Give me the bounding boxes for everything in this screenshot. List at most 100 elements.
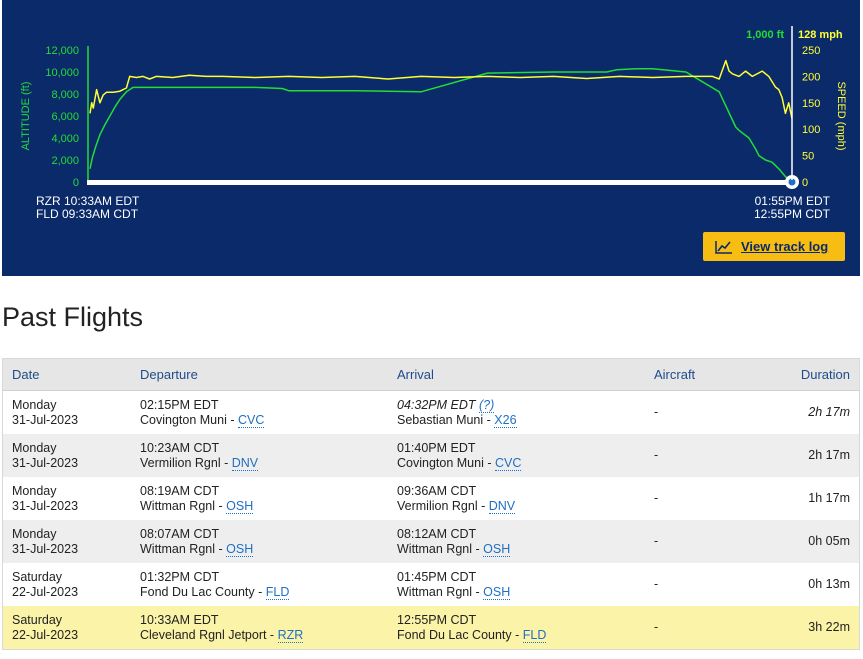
date-cell: Saturday 22-Jul-2023	[2, 606, 131, 650]
arrival-airport: Wittman Rgnl -	[397, 541, 484, 556]
departure-airport: Vermilion Rgnl -	[140, 455, 232, 470]
altitude-tick-label: 0	[73, 177, 79, 189]
arrival-cell: 09:36AM CDT Vermilion Rgnl - DNV	[388, 477, 645, 520]
altitude-tick-label: 10,000	[45, 67, 79, 79]
day-text: Monday	[12, 526, 57, 541]
duration-cell: 2h 17m	[774, 434, 860, 477]
chart-line-icon	[715, 240, 732, 254]
speed-tick-label: 0	[802, 177, 808, 189]
departure-time: 08:07AM CDT	[140, 526, 220, 541]
arrival-code-link[interactable]: DNV	[488, 498, 516, 514]
end-time-line2: 12:55PM CDT	[753, 207, 830, 221]
start-time-line2: FLD 09:33AM CDT	[36, 207, 139, 221]
departure-code-link[interactable]: OSH	[226, 498, 254, 514]
end-time-line1: 01:55PM EDT	[754, 194, 830, 208]
speed-tick-label: 150	[802, 98, 820, 110]
view-track-log-button[interactable]: View track log	[703, 232, 845, 261]
altitude-tick-label: 6,000	[51, 111, 79, 123]
duration-cell: 1h 17m	[774, 477, 860, 520]
arrival-cell: 01:40PM EDT Covington Muni - CVC	[388, 434, 645, 477]
aircraft-cell: -	[645, 606, 774, 650]
arrival-code-link[interactable]: CVC	[494, 455, 522, 471]
header-departure[interactable]: Departure	[131, 358, 388, 391]
departure-cell: 10:23AM CDT Vermilion Rgnl - DNV	[131, 434, 388, 477]
departure-time: 01:32PM CDT	[140, 569, 220, 584]
altitude-tick-label: 12,000	[45, 45, 79, 57]
past-flights-table: Date Departure Arrival Aircraft Duration…	[2, 358, 860, 650]
table-header-row: Date Departure Arrival Aircraft Duration	[2, 358, 860, 391]
departure-airport: Wittman Rgnl -	[140, 541, 227, 556]
departure-code-link[interactable]: DNV	[231, 455, 259, 471]
arrival-time: 08:12AM CDT	[397, 526, 477, 541]
date-text: 31-Jul-2023	[12, 498, 79, 513]
arrival-code-link[interactable]: FLD	[522, 627, 547, 643]
day-text: Saturday	[12, 612, 63, 627]
speed-tick-label: 250	[802, 45, 820, 57]
speed-axis-title: SPEED (mph)	[835, 81, 847, 150]
departure-cell: 08:19AM CDT Wittman Rgnl - OSH	[131, 477, 388, 520]
date-cell: Monday 31-Jul-2023	[2, 477, 131, 520]
table-row[interactable]: Monday 31-Jul-2023 08:19AM CDT Wittman Rgnl…	[2, 477, 860, 520]
aircraft-cell: -	[645, 520, 774, 563]
arrival-code-link[interactable]: X26	[494, 412, 517, 428]
arrival-airport: Vermilion Rgnl -	[397, 498, 489, 513]
departure-cell: 08:07AM CDT Wittman Rgnl - OSH	[131, 520, 388, 563]
date-cell: Saturday 22-Jul-2023	[2, 563, 131, 606]
departure-code-link[interactable]: RZR	[277, 627, 304, 643]
altitude-axis: 12,000 10,000 8,000 6,000 4,000 2,000 0 ALTITUD…	[20, 45, 89, 189]
date-text: 31-Jul-2023	[12, 412, 79, 427]
start-time-label: RZR 10:33AM EDT FLD 09:33AM CDT	[36, 195, 139, 221]
table-row[interactable]: Saturday 22-Jul-2023 10:33AM EDT Cleveland …	[2, 606, 860, 650]
estimated-help-link[interactable]: (?)	[478, 397, 495, 413]
day-text: Monday	[12, 440, 57, 455]
table-row[interactable]: Saturday 22-Jul-2023 01:32PM CDT Fond Du La…	[2, 563, 860, 606]
speed-axis: 250 200 150 100 50 0 SPEED (mph)	[802, 45, 847, 189]
duration-cell: 2h 17m	[774, 390, 860, 434]
date-cell: Monday 31-Jul-2023	[2, 434, 131, 477]
departure-code-link[interactable]: OSH	[226, 541, 254, 557]
arrival-airport: Covington Muni -	[397, 455, 495, 470]
altitude-tick-label: 8,000	[51, 89, 79, 101]
duration-cell: 0h 13m	[774, 563, 860, 606]
header-aircraft[interactable]: Aircraft	[645, 358, 774, 391]
arrival-code-link[interactable]: OSH	[483, 584, 511, 600]
arrival-airport: Sebastian Muni -	[397, 412, 495, 427]
altitude-tick-label: 4,000	[51, 133, 79, 145]
progress-track	[87, 180, 792, 185]
departure-time: 10:33AM EDT	[140, 612, 219, 627]
past-flights-title: Past Flights	[2, 302, 144, 332]
duration-cell: 0h 05m	[774, 520, 860, 563]
table-row[interactable]: Monday 31-Jul-2023 10:23AM CDT Vermilion Rg…	[2, 434, 860, 477]
date-text: 31-Jul-2023	[12, 541, 79, 556]
departure-code-link[interactable]: FLD	[265, 584, 290, 600]
arrival-time: 09:36AM CDT	[397, 483, 477, 498]
departure-cell: 02:15PM EDT Covington Muni - CVC	[131, 390, 388, 434]
departure-time: 10:23AM CDT	[140, 440, 220, 455]
current-position-dot	[788, 178, 796, 186]
altitude-tick-label: 2,000	[51, 155, 79, 167]
header-arrival[interactable]: Arrival	[388, 358, 645, 391]
arrival-cell: 04:32PM EDT (?) Sebastian Muni - X26	[388, 390, 645, 434]
altitude-axis-title: ALTITUDE (ft)	[20, 82, 32, 151]
table-row[interactable]: Monday 31-Jul-2023 02:15PM EDT Covington Mu…	[2, 390, 860, 434]
start-time-line1: RZR 10:33AM EDT	[36, 194, 140, 208]
arrival-code-link[interactable]: OSH	[483, 541, 511, 557]
arrival-cell: 12:55PM CDT Fond Du Lac County - FLD	[388, 606, 645, 650]
table-row[interactable]: Monday 31-Jul-2023 08:07AM CDT Wittman Rgnl…	[2, 520, 860, 563]
arrival-time: 01:40PM EDT	[397, 440, 476, 455]
date-text: 22-Jul-2023	[12, 584, 79, 599]
departure-code-link[interactable]: CVC	[237, 412, 265, 428]
arrival-airport: Wittman Rgnl -	[397, 584, 484, 599]
departure-airport: Fond Du Lac County -	[140, 584, 266, 599]
arrival-time: 04:32PM EDT	[397, 397, 479, 412]
arrival-airport: Fond Du Lac County -	[397, 627, 523, 642]
day-text: Saturday	[12, 569, 63, 584]
header-date[interactable]: Date	[2, 358, 131, 391]
departure-cell: 01:32PM CDT Fond Du Lac County - FLD	[131, 563, 388, 606]
arrival-cell: 01:45PM CDT Wittman Rgnl - OSH	[388, 563, 645, 606]
header-duration[interactable]: Duration	[774, 358, 860, 391]
date-cell: Monday 31-Jul-2023	[2, 390, 131, 434]
view-track-log-label: View track log	[741, 239, 829, 254]
arrival-time: 01:45PM CDT	[397, 569, 477, 584]
departure-airport: Wittman Rgnl -	[140, 498, 227, 513]
